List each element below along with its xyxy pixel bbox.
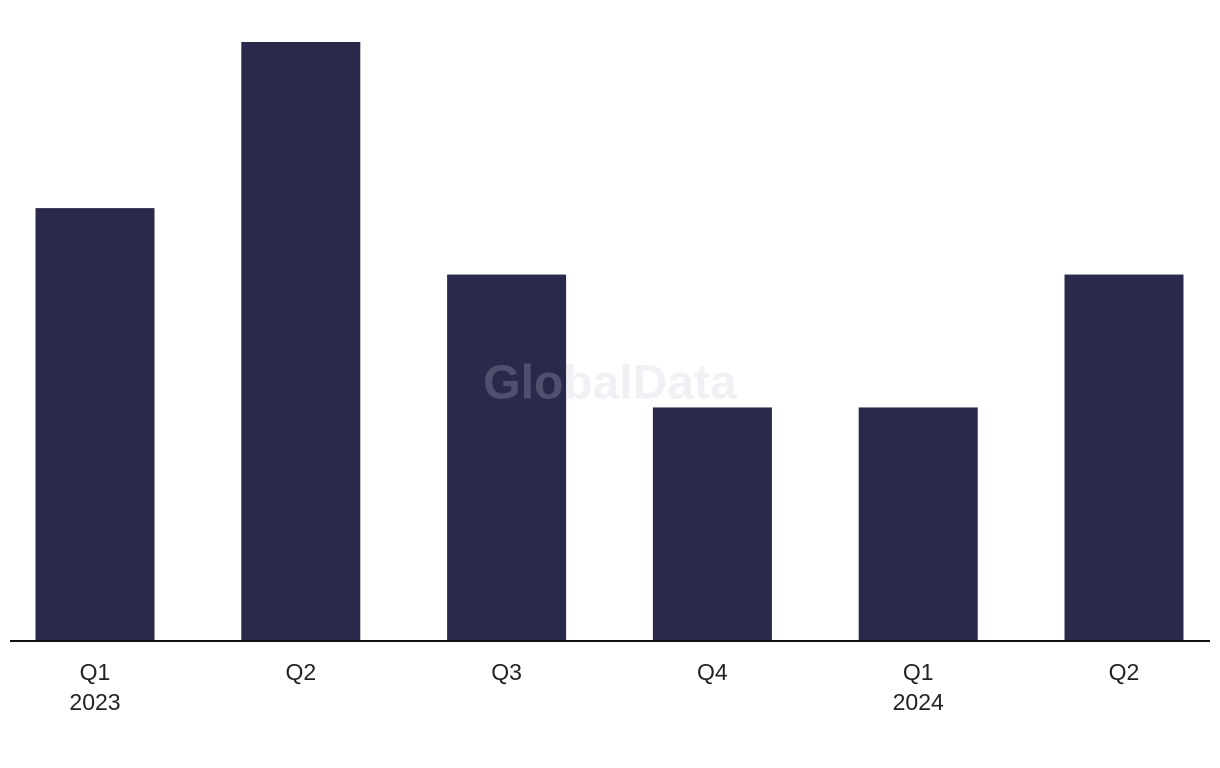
x-tick-label: Q1 — [903, 659, 934, 685]
bar — [1064, 274, 1184, 640]
watermark: GlobalData — [483, 357, 737, 410]
bar — [35, 208, 155, 640]
x-tick-label: Q3 — [491, 659, 522, 685]
x-tick-label: Q2 — [1109, 659, 1140, 685]
bar — [447, 274, 567, 640]
bar — [241, 42, 361, 640]
x-tick-label: Q2 — [285, 659, 316, 685]
bar — [858, 407, 978, 640]
bar — [652, 407, 772, 640]
x-tick-label: Q1 — [80, 659, 111, 685]
x-group-label: 2023 — [69, 689, 120, 715]
x-tick-label: Q4 — [697, 659, 728, 685]
x-group-label: 2024 — [893, 689, 944, 715]
